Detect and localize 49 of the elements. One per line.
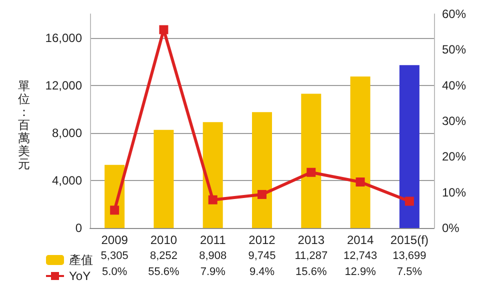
x-tick-label: 2009 — [101, 233, 128, 247]
bar — [202, 122, 223, 228]
point — [110, 206, 120, 215]
data-label: 12,743 — [343, 250, 378, 262]
data-label: 15.6% — [296, 266, 327, 278]
x-tick-label: 2010 — [150, 233, 178, 247]
y-tick-label: 4,000 — [52, 173, 82, 188]
data-label: 9.4% — [249, 266, 275, 278]
y-tick-label: 12,000 — [45, 78, 82, 92]
point — [306, 168, 316, 177]
data-label: 13,699 — [392, 250, 426, 262]
y-axis-title: 單位：百萬美元 — [18, 79, 30, 171]
y2-tick-label: 30% — [442, 114, 466, 128]
x-tick-label: 2013 — [298, 233, 325, 247]
legend-label: YoY — [69, 269, 91, 283]
point — [356, 177, 365, 186]
bar — [252, 112, 272, 228]
y2-tick-label: 0% — [442, 221, 460, 235]
y2-tick-label: 20% — [442, 150, 466, 164]
data-label: 7.9% — [200, 266, 226, 278]
y2-tick-label: 40% — [442, 78, 466, 92]
x-tick-label: 2012 — [248, 233, 276, 247]
data-label: 12.9% — [344, 266, 376, 278]
data-label: 9,745 — [248, 250, 276, 262]
bar — [350, 76, 370, 228]
bar — [301, 94, 322, 228]
data-label: 11,287 — [294, 250, 328, 262]
bar — [399, 65, 420, 228]
y2-tick-label: 60% — [442, 7, 466, 21]
point — [208, 195, 218, 204]
point — [258, 190, 266, 199]
point — [404, 196, 414, 206]
legend-label: 產值 — [69, 253, 93, 267]
y-tick-label: 16,000 — [45, 30, 82, 45]
data-label: 55.6% — [148, 266, 180, 278]
y2-tick-label: 10% — [442, 185, 466, 200]
y-tick-label: 8,000 — [52, 126, 82, 140]
x-tick-label: 2015(f) — [390, 233, 428, 247]
data-label: 7.5% — [396, 266, 422, 278]
x-tick-label: 2014 — [346, 233, 374, 247]
data-label: 5.0% — [102, 266, 128, 278]
y2-tick-label: 50% — [442, 42, 466, 57]
data-label: 8,908 — [199, 250, 227, 262]
data-label: 5,305 — [100, 250, 128, 262]
bar — [154, 130, 174, 228]
x-tick-label: 2011 — [200, 233, 226, 247]
point — [159, 25, 168, 34]
data-label: 8,252 — [150, 250, 178, 262]
y-tick-label: 0 — [75, 221, 82, 235]
